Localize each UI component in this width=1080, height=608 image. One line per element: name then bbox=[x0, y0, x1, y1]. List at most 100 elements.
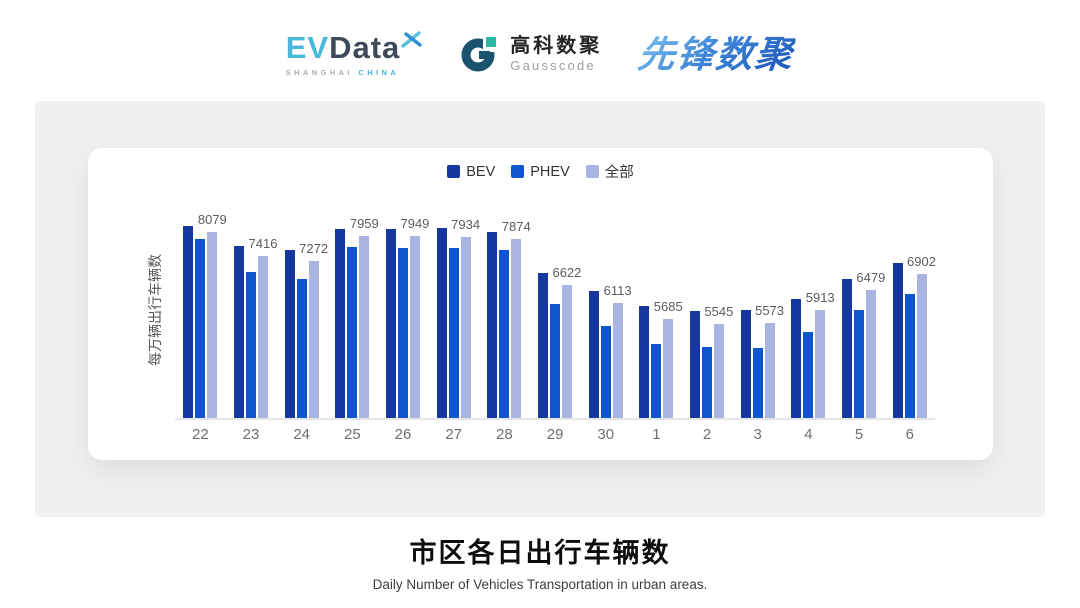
footer: 市区各日出行车辆数 Daily Number of Vehicles Trans… bbox=[0, 531, 1080, 592]
bar-全部-29 bbox=[561, 285, 572, 418]
xianfeng-logo: 先锋数聚 bbox=[636, 33, 797, 75]
x-axis-labels: 22 23 24 25 26 27 28 29 30 1 2 3 4 5 6 bbox=[175, 426, 935, 443]
legend-item-all[interactable]: 全部 bbox=[585, 161, 634, 182]
bar-group-2: 5545 bbox=[689, 212, 733, 418]
bar-BEV-29 bbox=[537, 273, 548, 418]
bar-group-1: 5685 bbox=[639, 212, 683, 418]
bar-value-label-1: 5685 bbox=[653, 299, 683, 314]
x-tick-label-27: 27 bbox=[445, 426, 463, 443]
legend-label-bev: BEV bbox=[466, 163, 496, 180]
x-tick-label-1: 1 bbox=[652, 426, 661, 443]
legend-swatch-bev bbox=[447, 165, 461, 178]
bar-value-label-5: 6479 bbox=[856, 270, 886, 285]
chart-title: 市区各日出行车辆数 bbox=[409, 538, 671, 568]
legend-swatch-all bbox=[585, 165, 599, 178]
gausscode-name-en: Gausscode bbox=[510, 58, 596, 73]
x-tick-label-29: 29 bbox=[546, 426, 564, 443]
bar-BEV-4 bbox=[791, 299, 802, 418]
gausscode-logo: 高科数聚 Gausscode bbox=[459, 30, 602, 79]
bar-PHEV-24 bbox=[296, 279, 307, 418]
x-tick-label-2: 2 bbox=[702, 426, 712, 443]
bar-group-25: 7959 bbox=[335, 212, 379, 418]
bar-value-label-30: 6113 bbox=[603, 283, 632, 298]
bar-group-27: 7934 bbox=[436, 212, 480, 418]
bar-PHEV-25 bbox=[347, 247, 358, 418]
bar-全部-3 bbox=[764, 323, 775, 418]
chart-panel: BEV PHEV 全部 每万辆出行车辆数 8079 7416 7272 7959 794… bbox=[35, 101, 1045, 517]
bar-全部-1 bbox=[663, 319, 674, 418]
x-tick-label-4: 4 bbox=[804, 426, 813, 443]
bar-group-3: 5573 bbox=[740, 212, 784, 418]
bar-BEV-28 bbox=[487, 232, 498, 418]
bar-value-label-2: 5545 bbox=[704, 304, 734, 319]
bar-value-label-6: 6902 bbox=[907, 254, 936, 269]
bar-PHEV-22 bbox=[195, 239, 206, 418]
bar-group-4: 5913 bbox=[791, 212, 835, 418]
bar-全部-27 bbox=[460, 237, 471, 418]
bar-BEV-22 bbox=[183, 226, 194, 418]
bar-BEV-3 bbox=[740, 310, 751, 418]
bar-全部-25 bbox=[359, 236, 370, 418]
evdata-logo-ev: EV bbox=[285, 29, 330, 65]
bar-group-6: 6902 bbox=[892, 212, 936, 418]
bar-value-label-22: 8079 bbox=[197, 212, 227, 227]
evdata-logo-data: Data bbox=[329, 29, 401, 65]
bar-value-label-4: 5913 bbox=[805, 290, 835, 305]
bar-group-24: 7272 bbox=[284, 212, 328, 418]
logo-header: EV Data SHANGHAI CHINA 高科数聚 Gausscod bbox=[0, 18, 1080, 90]
bar-BEV-1 bbox=[639, 306, 650, 418]
chart-legend: BEV PHEV 全部 bbox=[88, 161, 993, 182]
bar-全部-23 bbox=[257, 256, 268, 418]
bar-value-label-29: 6622 bbox=[552, 265, 582, 280]
legend-item-phev[interactable]: PHEV bbox=[511, 164, 570, 180]
x-tick-label-3: 3 bbox=[753, 426, 762, 443]
x-tick-label-24: 24 bbox=[293, 426, 311, 443]
bar-全部-28 bbox=[511, 239, 522, 418]
gausscode-icon bbox=[459, 30, 501, 79]
bar-group-26: 7949 bbox=[385, 212, 429, 418]
bar-BEV-6 bbox=[892, 263, 903, 418]
bar-group-29: 6622 bbox=[537, 212, 581, 418]
bar-PHEV-2 bbox=[701, 347, 712, 418]
bar-value-label-24: 7272 bbox=[299, 241, 329, 256]
bar-PHEV-3 bbox=[752, 348, 763, 418]
bar-BEV-23 bbox=[233, 246, 244, 418]
bar-PHEV-23 bbox=[245, 272, 256, 418]
x-tick-label-6: 6 bbox=[905, 426, 914, 443]
x-tick-label-26: 26 bbox=[394, 426, 412, 443]
bar-group-5: 6479 bbox=[841, 212, 885, 418]
legend-swatch-phev bbox=[511, 165, 525, 178]
legend-item-bev[interactable]: BEV bbox=[447, 164, 495, 180]
bar-group-30: 6113 bbox=[588, 212, 632, 418]
bar-value-label-27: 7934 bbox=[451, 217, 481, 232]
bar-value-label-25: 7959 bbox=[349, 216, 379, 231]
bar-全部-24 bbox=[308, 261, 319, 418]
evdata-logo: EV Data SHANGHAI CHINA bbox=[285, 29, 424, 77]
bar-PHEV-29 bbox=[549, 304, 560, 418]
bar-全部-5 bbox=[865, 290, 876, 418]
bar-group-23: 7416 bbox=[233, 212, 277, 418]
bar-BEV-27 bbox=[436, 228, 447, 418]
bar-value-label-23: 7416 bbox=[248, 236, 278, 251]
evdata-shanghai-text: SHANGHAI bbox=[285, 67, 353, 77]
gausscode-name-cn: 高科数聚 bbox=[510, 35, 603, 57]
bar-全部-2 bbox=[713, 324, 724, 418]
bar-value-label-26: 7949 bbox=[400, 216, 430, 231]
x-tick-label-30: 30 bbox=[597, 426, 615, 443]
bar-全部-6 bbox=[916, 274, 927, 418]
chart-card: BEV PHEV 全部 每万辆出行车辆数 8079 7416 7272 7959 794… bbox=[88, 148, 993, 460]
bar-BEV-24 bbox=[284, 250, 295, 418]
bar-group-28: 7874 bbox=[487, 212, 531, 418]
x-tick-label-5: 5 bbox=[854, 426, 864, 443]
bar-PHEV-27 bbox=[448, 248, 459, 418]
legend-label-all: 全部 bbox=[604, 165, 634, 181]
bar-PHEV-26 bbox=[397, 248, 408, 418]
bar-BEV-2 bbox=[689, 311, 700, 418]
legend-label-phev: PHEV bbox=[530, 163, 570, 180]
bar-PHEV-6 bbox=[904, 294, 915, 418]
evdata-dragonfly-icon bbox=[401, 24, 423, 55]
x-tick-label-23: 23 bbox=[242, 426, 260, 443]
bar-BEV-25 bbox=[335, 229, 346, 418]
bar-BEV-5 bbox=[841, 279, 852, 418]
bar-PHEV-5 bbox=[853, 310, 864, 418]
